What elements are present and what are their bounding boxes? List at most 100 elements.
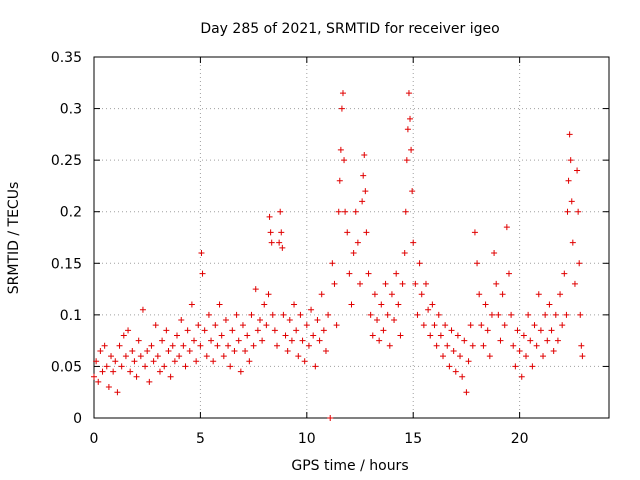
data-point [95, 378, 102, 385]
data-point [169, 342, 176, 349]
data-point [167, 373, 174, 380]
data-point [529, 363, 536, 370]
data-point [278, 229, 285, 236]
data-point [216, 301, 223, 308]
data-point [391, 317, 398, 324]
data-point [365, 270, 372, 277]
data-point [269, 311, 276, 318]
data-point [180, 342, 187, 349]
data-point [401, 249, 408, 256]
data-point [488, 311, 495, 318]
data-point [446, 363, 453, 370]
data-point [574, 167, 581, 174]
data-point [142, 363, 149, 370]
data-point [402, 208, 409, 215]
data-point [263, 322, 270, 329]
data-point [478, 322, 485, 329]
data-point [337, 146, 344, 153]
x-tick-label: 20 [511, 431, 529, 447]
data-point [452, 368, 459, 375]
data-point [533, 342, 540, 349]
data-point [254, 327, 261, 334]
y-tick-label: 0.05 [51, 359, 82, 375]
data-point [173, 332, 180, 339]
data-point [404, 126, 411, 133]
data-point [408, 146, 415, 153]
data-point [463, 389, 470, 396]
data-point [476, 291, 483, 298]
data-point [318, 291, 325, 298]
y-tick-label: 0.35 [51, 50, 82, 66]
data-point [336, 177, 343, 184]
data-point [550, 347, 557, 354]
data-point [218, 332, 225, 339]
data-point [512, 363, 519, 370]
data-point [108, 353, 115, 360]
data-point [437, 332, 444, 339]
data-point [220, 353, 227, 360]
data-point [339, 90, 346, 97]
axis-ticks [93, 56, 609, 419]
data-point [569, 239, 576, 246]
data-point [178, 317, 185, 324]
data-point [280, 311, 287, 318]
data-point [518, 373, 525, 380]
grid-lines [94, 57, 609, 418]
data-point [416, 260, 423, 267]
data-point [454, 332, 461, 339]
data-point [276, 239, 283, 246]
data-point [229, 327, 236, 334]
data-point [208, 337, 215, 344]
data-point [367, 311, 374, 318]
data-point [342, 208, 349, 215]
data-point [354, 239, 361, 246]
data-point [279, 244, 286, 251]
data-point [316, 337, 323, 344]
data-point [252, 286, 259, 293]
x-tick-label: 15 [404, 431, 422, 447]
data-point [99, 368, 106, 375]
data-point [165, 347, 172, 354]
data-point [344, 229, 351, 236]
data-point [288, 337, 295, 344]
data-point [114, 389, 121, 396]
data-point [422, 280, 429, 287]
data-point [563, 311, 570, 318]
data-point [122, 353, 129, 360]
data-point [395, 301, 402, 308]
y-tick-label: 0.25 [51, 153, 82, 169]
data-point [523, 353, 530, 360]
data-point [331, 280, 338, 287]
data-point [433, 342, 440, 349]
data-point [557, 291, 564, 298]
data-point [146, 378, 153, 385]
data-point [341, 157, 348, 164]
data-point [357, 280, 364, 287]
data-point [352, 208, 359, 215]
data-point [197, 342, 204, 349]
data-point [503, 224, 510, 231]
data-point [110, 368, 117, 375]
x-tick-label: 5 [196, 431, 205, 447]
data-point [184, 327, 191, 334]
data-point [305, 342, 312, 349]
data-point [303, 322, 310, 329]
data-point [246, 358, 253, 365]
data-point [467, 322, 474, 329]
y-tick-label: 0.2 [60, 205, 82, 221]
data-point [159, 337, 166, 344]
data-point [559, 322, 566, 329]
data-point [268, 239, 275, 246]
data-point [399, 280, 406, 287]
data-point [203, 353, 210, 360]
data-point [482, 301, 489, 308]
data-point [271, 327, 278, 334]
data-point [444, 342, 451, 349]
data-point [242, 347, 249, 354]
data-point [461, 337, 468, 344]
data-point [384, 311, 391, 318]
data-point [182, 363, 189, 370]
data-point [118, 363, 125, 370]
data-point [156, 368, 163, 375]
data-point [266, 213, 273, 220]
